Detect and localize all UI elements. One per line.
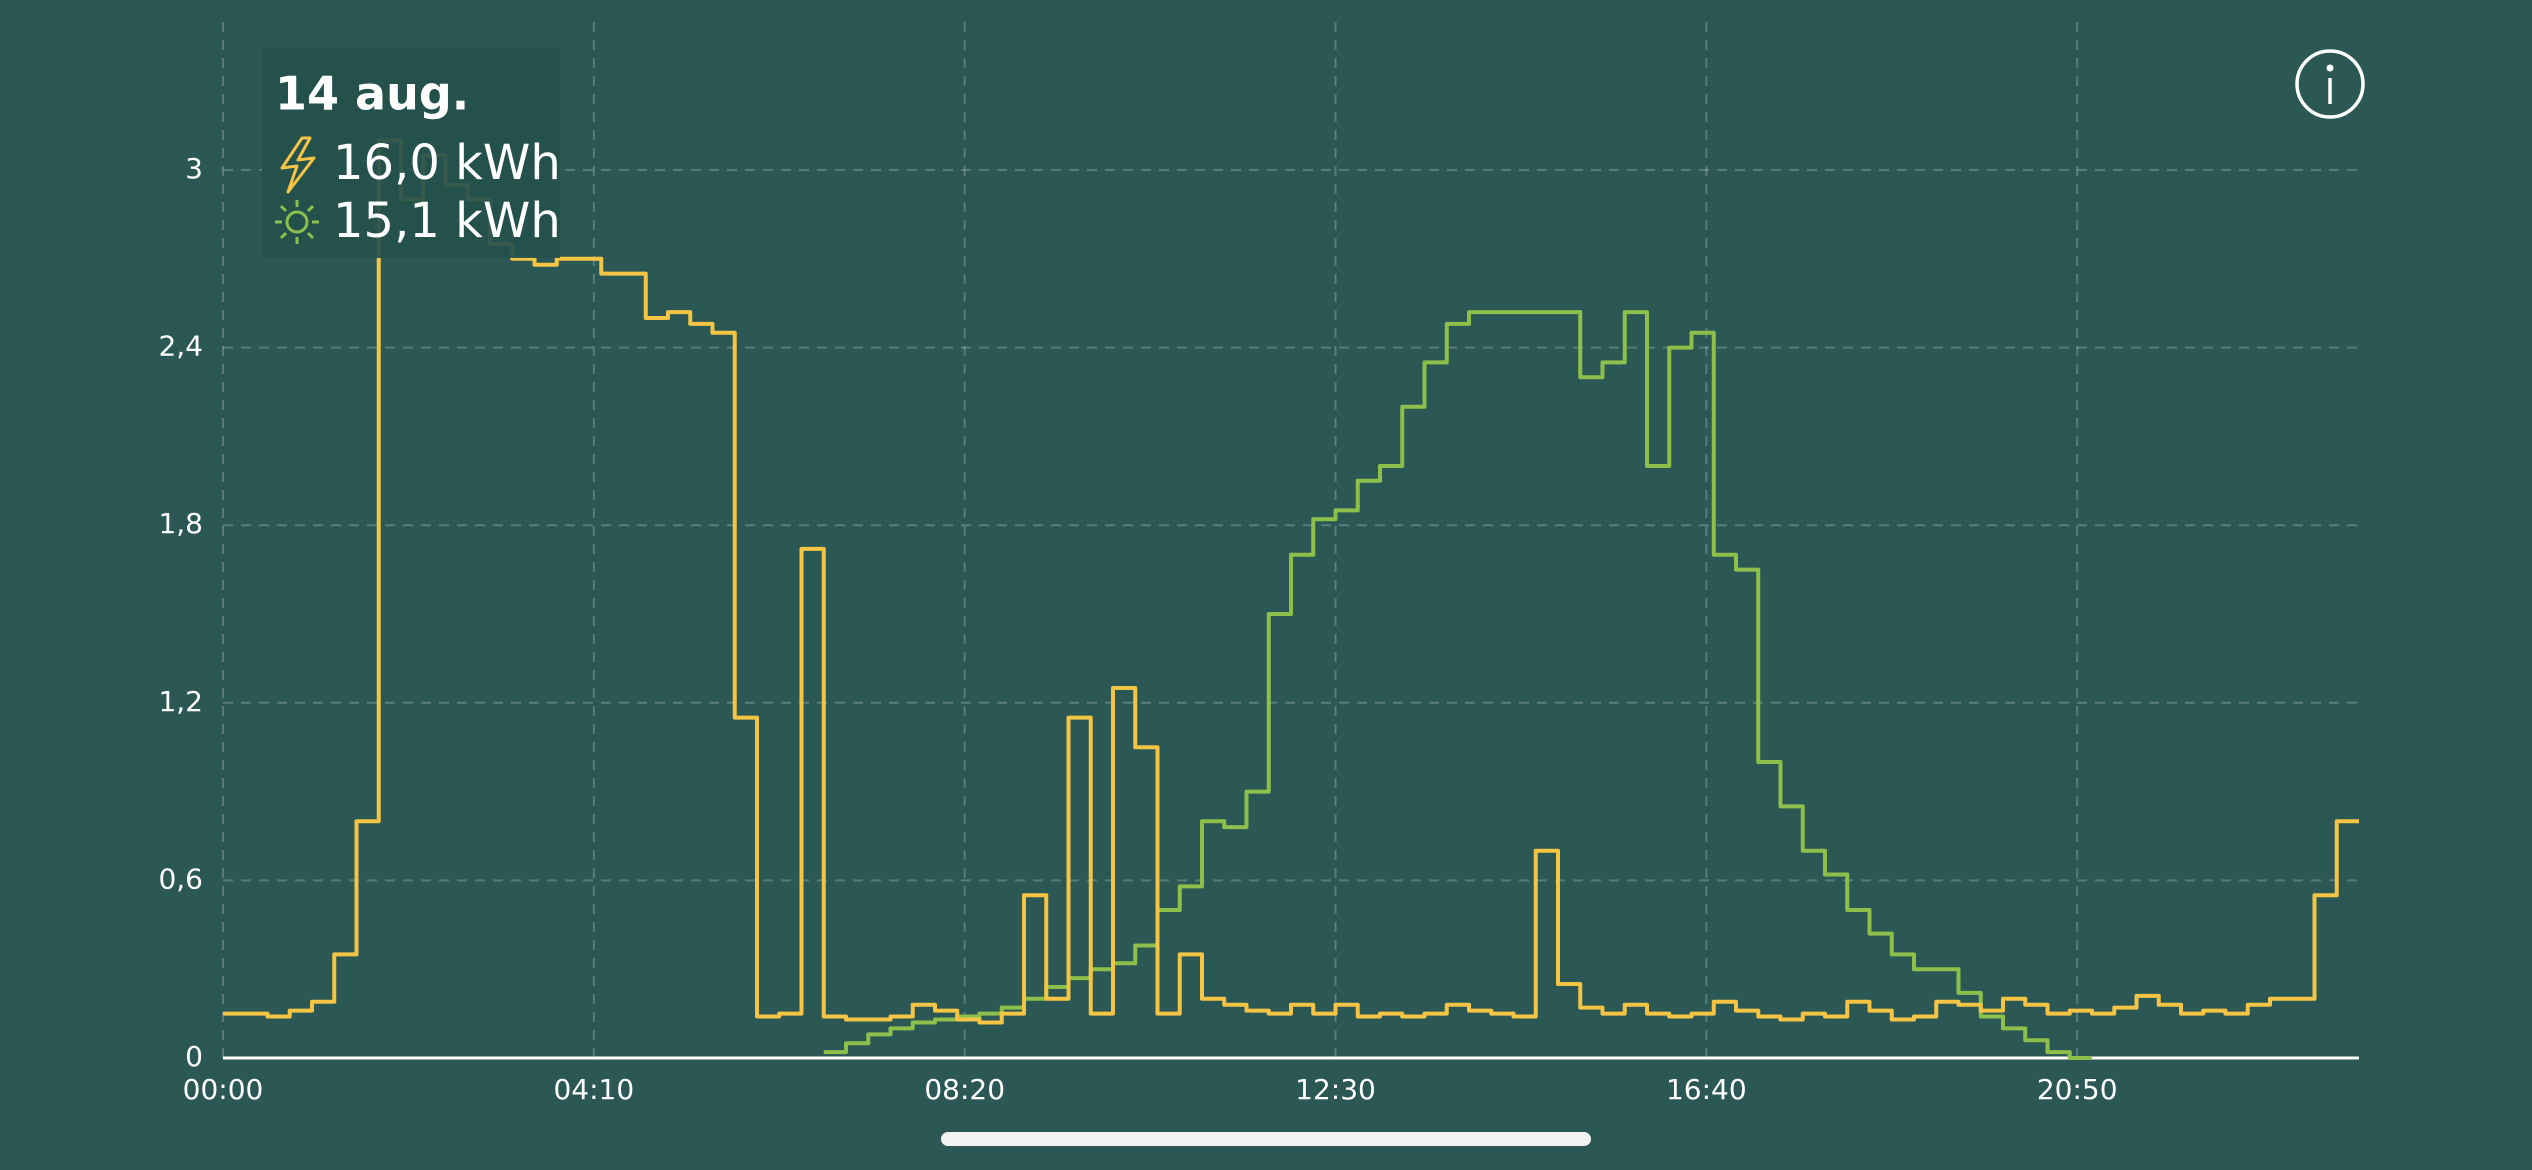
y-tick-label: 1,8 <box>158 507 203 540</box>
info-button[interactable] <box>2295 49 2365 119</box>
series-line <box>223 138 2359 1025</box>
lightning-icon <box>280 136 316 194</box>
x-tick-label: 12:30 <box>1295 1073 1376 1106</box>
y-tick-label: 0 <box>185 1040 203 1073</box>
x-tick-label: 00:00 <box>183 1073 264 1106</box>
x-tick-label: 08:20 <box>924 1073 1005 1106</box>
x-tick-label: 04:10 <box>553 1073 634 1106</box>
y-tick-label: 3 <box>185 152 203 185</box>
sun-icon <box>275 200 319 244</box>
legend-box <box>262 48 560 258</box>
y-tick-label: 1,2 <box>158 685 203 718</box>
y-tick-label: 0,6 <box>158 862 203 895</box>
chart-title: 14 aug. <box>275 67 469 121</box>
y-tick-label: 2,4 <box>158 330 203 363</box>
legend-label: 16,0 kWh <box>333 135 561 191</box>
legend-label: 15,1 kWh <box>333 193 561 249</box>
x-tick-label: 16:40 <box>1666 1073 1747 1106</box>
x-tick-label: 20:50 <box>2037 1073 2118 1106</box>
home-indicator[interactable] <box>941 1132 1591 1146</box>
plot-area: 0 0,6 1,2 1,8 2,4 3 00:00 04:10 08:20 12:30 16:40 2… <box>158 22 2359 1106</box>
